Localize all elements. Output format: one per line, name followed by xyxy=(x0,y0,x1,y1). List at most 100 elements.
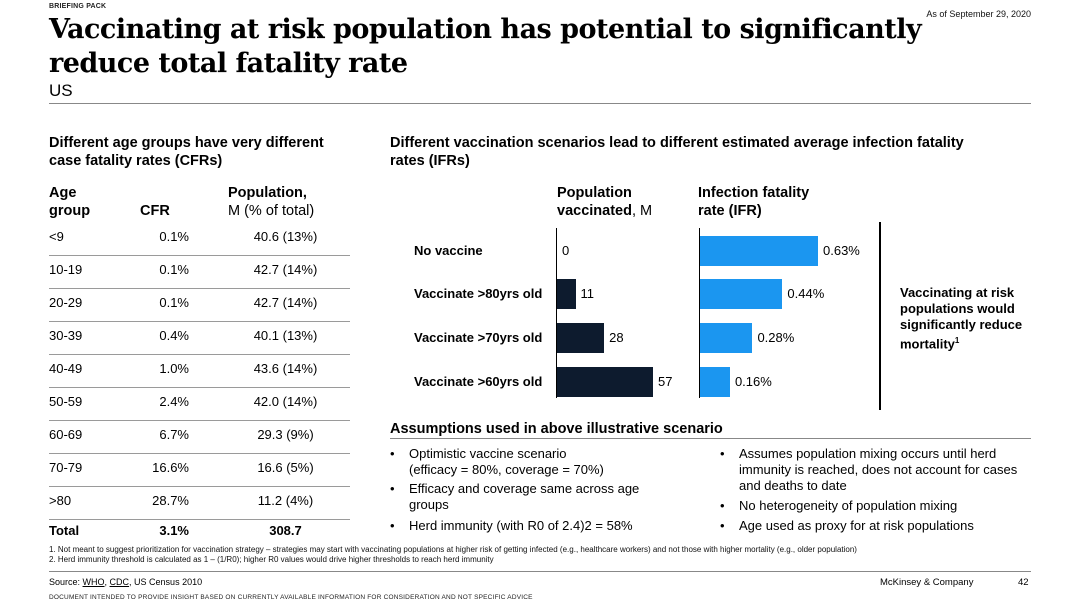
cfr-table-row: 40-49 1.0% 43.6 (14%) xyxy=(49,355,350,388)
row-cfr: 28.7% xyxy=(152,493,189,508)
row-population: 42.0 (14%) xyxy=(253,394,318,409)
bullet-dot: • xyxy=(720,498,725,513)
assumption-text: Age used as proxy for at risk population… xyxy=(739,518,974,534)
scenario-label: Vaccinate >70yrs old xyxy=(414,330,543,345)
row-cfr: 6.7% xyxy=(159,427,189,442)
as-of-date: As of September 29, 2020 xyxy=(926,9,1031,19)
bullet-dot: • xyxy=(390,446,395,461)
row-cfr: 0.1% xyxy=(159,229,189,244)
cfr-table-row: 50-59 2.4% 42.0 (14%) xyxy=(49,388,350,421)
assumption-line: Assumes population mixing occurs until h… xyxy=(739,446,997,461)
cfr-table-row: 30-39 0.4% 40.1 (13%) xyxy=(49,322,350,355)
takeaway-text: Vaccinating at risk populations would si… xyxy=(900,285,1023,352)
takeaway-footnote-ref: 1 xyxy=(954,336,960,345)
assumptions-heading: Assumptions used in above illustrative s… xyxy=(390,421,723,437)
assumption-line: and deaths to date xyxy=(739,478,847,493)
footnote-1: 1. Not meant to suggest prioritization f… xyxy=(49,545,857,554)
footer-divider xyxy=(49,571,1031,572)
row-population: 43.6 (14%) xyxy=(253,361,318,376)
vaccinated-value-label: 0 xyxy=(562,243,570,258)
vaccinated-bar xyxy=(557,323,605,353)
assumption-text: Optimistic vaccine scenario (efficacy = 8… xyxy=(409,446,604,478)
col-header-vacc-1: Population xyxy=(557,185,632,201)
col-header-age-2: group xyxy=(49,203,91,219)
cfr-table-row: >80 28.7% 11.2 (4%) xyxy=(49,487,350,520)
col-header-ifr-2: rate (IFR) xyxy=(698,203,762,219)
briefing-pack-label: BRIEFING PACK xyxy=(49,3,107,10)
source-separator: , xyxy=(104,577,110,587)
assumption-line: Herd immunity (with R0 of 2.4)2 = 58% xyxy=(409,518,633,533)
row-cfr: 0.1% xyxy=(159,295,189,310)
row-age: 10-19 xyxy=(49,262,83,277)
ifr-bar xyxy=(700,236,818,266)
vaccinated-value-label: 11 xyxy=(580,286,595,301)
row-age: <9 xyxy=(49,229,64,244)
ifr-heading-line-1: Different vaccination scenarios lead to … xyxy=(390,135,964,151)
row-cfr: 16.6% xyxy=(152,460,189,475)
vaccinated-bar xyxy=(557,279,576,309)
vaccinated-value-label: 28 xyxy=(609,330,624,345)
ifr-value-label: 0.16% xyxy=(734,374,772,389)
assumption-line: Age used as proxy for at risk population… xyxy=(739,518,974,533)
header-divider xyxy=(49,103,1031,104)
assumption-bullet: • Optimistic vaccine scenario (efficacy = … xyxy=(390,446,710,478)
assumption-line: No heterogeneity of population mixing xyxy=(739,498,958,513)
ifr-bar xyxy=(700,279,783,309)
cfr-table-row: 70-79 16.6% 16.6 (5%) xyxy=(49,454,350,487)
source-prefix: Source: xyxy=(49,577,83,587)
scenario-label: No vaccine xyxy=(414,243,483,258)
title-line-2: reduce total fatality rate xyxy=(49,48,408,79)
ifr-value-label: 0.28% xyxy=(757,330,795,345)
row-population: 29.3 (9%) xyxy=(257,427,314,442)
assumption-bullet: • Efficacy and coverage same across age gr… xyxy=(390,481,710,513)
col-header-pop-2: M (% of total) xyxy=(228,203,315,219)
assumption-line: Optimistic vaccine scenario xyxy=(409,446,567,461)
cfr-heading-line-2: case fatality rates (CFRs) xyxy=(49,153,223,169)
assumption-line: groups xyxy=(409,497,449,512)
cfr-table-row: 10-19 0.1% 42.7 (14%) xyxy=(49,256,350,289)
col-header-vacc-2: vaccinated xyxy=(557,203,632,219)
row-age: 30-39 xyxy=(49,328,83,343)
col-header-ifr: Infection fatality rate (IFR) xyxy=(698,184,809,220)
page-number: 42 xyxy=(1018,577,1029,588)
row-age: 70-79 xyxy=(49,460,83,475)
assumption-text: Herd immunity (with R0 of 2.4)2 = 58% xyxy=(409,518,633,534)
row-population: 40.6 (13%) xyxy=(253,229,318,244)
cfr-table-row: 60-69 6.7% 29.3 (9%) xyxy=(49,421,350,454)
assumption-line: Efficacy and coverage same across age xyxy=(409,481,640,496)
assumption-text: Efficacy and coverage same across age gro… xyxy=(409,481,639,513)
row-population: 42.7 (14%) xyxy=(253,295,318,310)
bullet-dot: • xyxy=(390,481,395,496)
scenario-label: Vaccinate >60yrs old xyxy=(414,374,543,389)
total-population: 308.7 xyxy=(269,523,302,538)
cfr-table-row: 20-29 0.1% 42.7 (14%) xyxy=(49,289,350,322)
ifr-value-label: 0.44% xyxy=(787,286,825,301)
row-age: 20-29 xyxy=(49,295,83,310)
bullet-dot: • xyxy=(720,518,725,533)
ifr-bar xyxy=(700,323,753,353)
page-title: Vaccinating at risk population has poten… xyxy=(49,13,949,81)
assumption-bullet: • Assumes population mixing occurs until … xyxy=(720,446,1040,494)
cfr-heading-line-1: Different age groups have very different xyxy=(49,135,324,151)
scenario-label: Vaccinate >80yrs old xyxy=(414,286,543,301)
row-age: 40-49 xyxy=(49,361,83,376)
row-cfr: 1.0% xyxy=(159,361,189,376)
cfr-table-row: <9 0.1% 40.6 (13%) xyxy=(49,223,350,256)
source-line: Source: WHO, CDC, US Census 2010 xyxy=(49,577,202,587)
ifr-section-heading: Different vaccination scenarios lead to … xyxy=(390,134,1040,170)
assumption-line: (efficacy = 80%, coverage = 70%) xyxy=(409,462,604,477)
col-header-vacc-unit: , M xyxy=(631,203,653,219)
col-header-cfr-text: CFR xyxy=(140,203,170,219)
disclaimer: DOCUMENT INTENDED TO PROVIDE INSIGHT BAS… xyxy=(49,594,533,601)
source-link-cdc[interactable]: CDC xyxy=(109,577,130,587)
col-header-ifr-1: Infection fatality xyxy=(698,185,810,201)
source-link-who[interactable]: WHO xyxy=(82,577,105,587)
row-age: >80 xyxy=(49,493,72,508)
vaccinated-bar xyxy=(557,367,653,397)
ifr-bar xyxy=(700,367,730,397)
assumptions-divider xyxy=(390,438,1031,439)
assumption-text: No heterogeneity of population mixing xyxy=(739,498,957,514)
title-line-1: Vaccinating at risk population has poten… xyxy=(49,14,922,45)
ifr-axis xyxy=(699,228,700,398)
page-subtitle: US xyxy=(49,81,73,100)
